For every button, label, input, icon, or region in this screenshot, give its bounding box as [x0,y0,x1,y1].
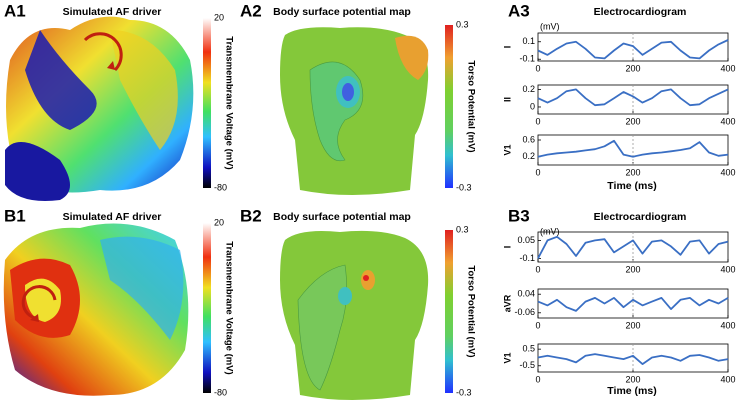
y-axis-label: I [502,246,512,249]
colorbar-label: Torso Potential (mV) [465,60,476,152]
unit-label: (mV) [540,226,560,236]
y-tick-label: 0 [530,101,535,111]
colorbar-tick-label: -0.3 [456,182,472,192]
y-tick-label: 0.04 [517,289,535,299]
colorbar-tick-label: 0.3 [456,19,469,29]
colorbar-tick-label: -0.3 [456,387,472,397]
x-tick-label: 200 [625,63,640,73]
panel-title: Electrocardiogram [594,6,687,18]
panel-label: A2 [240,1,262,20]
colorbar-tick-label: 0.3 [456,224,469,234]
heart-render [3,223,189,396]
colorbar-label: Torso Potential (mV) [465,265,476,357]
x-tick-label: 0 [535,167,540,177]
x-tick-label: 200 [625,374,640,384]
y-tick-label: 0.6 [522,134,535,144]
y-axis-label: V1 [502,144,512,155]
ecg-trace [537,297,729,312]
y-axis-label: II [502,97,512,102]
panel-title: Electrocardiogram [594,211,687,223]
ecg-trace [537,88,729,107]
x-tick-label: 400 [720,116,735,126]
torso-render [280,230,429,400]
x-tick-label: 200 [625,264,640,274]
colorbar-tick-label: 20 [214,12,224,22]
ecg-trace [537,139,729,158]
colorbar [203,223,211,393]
x-tick-label: 400 [720,374,735,384]
x-tick-label: 400 [720,320,735,330]
colorbar-tick-label: -80 [214,182,227,192]
panel-title: Simulated AF driver [63,6,162,18]
torso-render [280,27,429,195]
ecg-trace [537,39,729,60]
unit-label: (mV) [540,21,560,31]
x-tick-label: 0 [535,374,540,384]
ecg-trace [537,235,729,259]
y-tick-label: 0.2 [522,151,535,161]
panel-title: Simulated AF driver [63,211,162,223]
panel-label: A1 [4,1,26,20]
heart-render [5,16,194,201]
panel-title: Body surface potential map [273,6,411,18]
x-axis-label: Time (ms) [607,180,656,192]
colorbar-label: Transmembrane Voltage (mV) [223,36,234,169]
y-tick-label: -0.1 [519,253,535,263]
colorbar [445,230,453,393]
colorbar-label: Transmembrane Voltage (mV) [223,241,234,374]
x-tick-label: 0 [535,63,540,73]
y-axis-label: V1 [502,352,512,363]
panel-label: B2 [240,206,262,225]
y-tick-label: 0.2 [522,84,535,94]
x-tick-label: 0 [535,116,540,126]
colorbar [203,18,211,188]
y-axis-label: aVR [502,294,512,312]
x-axis-label: Time (ms) [607,385,656,397]
x-tick-label: 200 [625,320,640,330]
y-tick-label: -0.06 [514,307,535,317]
y-tick-label: 0.5 [522,344,535,354]
panel-label: B1 [4,206,26,225]
colorbar-tick-label: -80 [214,387,227,397]
x-tick-label: 200 [625,116,640,126]
x-tick-label: 400 [720,63,735,73]
y-tick-label: -0.5 [519,360,535,370]
x-tick-label: 400 [720,264,735,274]
y-tick-label: 0.1 [522,36,535,46]
ecg-trace [537,353,729,365]
x-tick-label: 0 [535,320,540,330]
y-tick-label: -0.1 [519,54,535,64]
x-tick-label: 0 [535,264,540,274]
colorbar [445,25,453,188]
y-axis-label: I [502,46,512,49]
x-tick-label: 200 [625,167,640,177]
panel-label: B3 [508,206,530,225]
panel-label: A3 [508,1,530,20]
y-tick-label: 0.05 [517,235,535,245]
panel-title: Body surface potential map [273,211,411,223]
colorbar-tick-label: 20 [214,217,224,227]
x-tick-label: 400 [720,167,735,177]
